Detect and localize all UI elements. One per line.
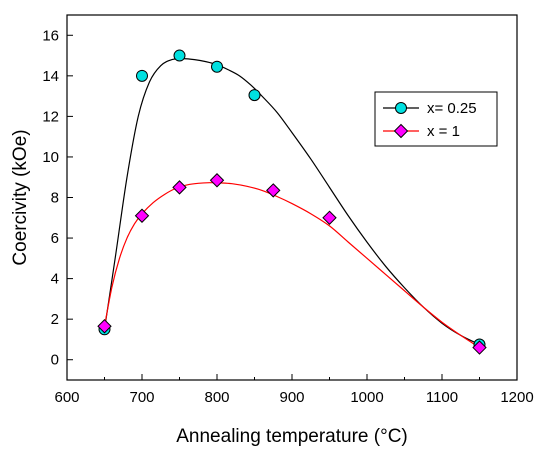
y-tick-label-6: 6: [51, 230, 59, 247]
axis-ticks: [66, 34, 518, 380]
data-point-series-1: [97, 319, 112, 334]
data-point-series-0: [248, 89, 261, 102]
data-point-series-1: [134, 208, 150, 223]
y-tick-label-2: 2: [51, 311, 59, 328]
data-point-series-0: [136, 69, 148, 82]
y-tick-label-4: 4: [51, 271, 59, 288]
fit-curve-series-1: [103, 182, 480, 349]
y-tick-label-0: 0: [51, 352, 59, 369]
y-tick-label-10: 10: [42, 149, 59, 166]
x-tick-label-700: 700: [129, 389, 154, 406]
y-tick-label-16: 16: [42, 27, 59, 44]
x-tick-label-800: 800: [204, 389, 229, 406]
fit-curve-series-0: [103, 57, 480, 346]
y-tick-label-8: 8: [51, 190, 59, 207]
x-tick-label-900: 900: [279, 389, 304, 406]
data-markers: [97, 49, 487, 355]
x-axis-title: Annealing temperature (°C): [176, 426, 408, 447]
y-tick-label-14: 14: [42, 68, 59, 85]
legend-marker-x-0-25: [395, 102, 407, 114]
data-point-series-1: [472, 340, 487, 355]
data-point-series-0: [173, 49, 186, 62]
x-tick-label-1200: 1200: [500, 389, 533, 406]
legend-label-x-0-25: x= 0.25: [427, 100, 477, 117]
tick-labels: 600 700 800 900 1000 1100 1200 0 2 4 6 8 10 12 14 16: [42, 27, 533, 406]
data-point-series-1: [209, 173, 225, 188]
y-tick-label-12: 12: [42, 108, 59, 125]
x-tick-label-1100: 1100: [426, 389, 458, 406]
data-point-series-1: [322, 210, 337, 225]
data-point-series-1: [266, 183, 281, 198]
legend: x= 0.25 x = 1: [374, 91, 498, 147]
legend-label-x-1: x = 1: [427, 123, 460, 140]
legend-marker-x-1: [393, 123, 409, 139]
plot-frame: [66, 14, 518, 381]
legend-box: [374, 91, 498, 147]
x-tick-label-600: 600: [54, 389, 79, 406]
y-axis-title: Coercivity (kOe): [10, 129, 31, 265]
x-tick-label-1000: 1000: [350, 389, 383, 406]
data-point-series-0: [211, 60, 223, 73]
data-point-series-1: [172, 180, 187, 195]
